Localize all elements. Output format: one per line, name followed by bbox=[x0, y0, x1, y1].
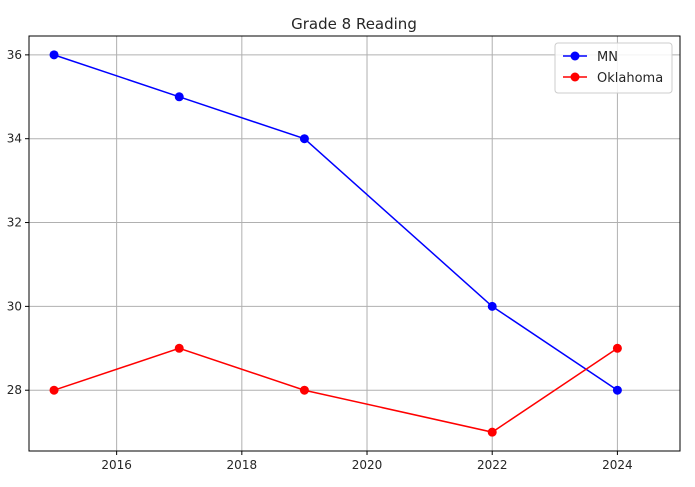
legend-label-0: MN bbox=[597, 50, 618, 65]
data-point-0-3 bbox=[487, 301, 497, 311]
data-point-1-0 bbox=[49, 385, 59, 395]
legend-marker-0 bbox=[570, 51, 580, 61]
x-tick-label: 2022 bbox=[477, 458, 508, 472]
data-point-1-1 bbox=[174, 343, 184, 353]
x-tick-label: 2020 bbox=[352, 458, 383, 472]
plot-frame bbox=[28, 35, 681, 452]
y-tick-label: 34 bbox=[7, 132, 22, 146]
legend-label-1: Oklahoma bbox=[597, 71, 663, 86]
data-point-1-4 bbox=[612, 343, 622, 353]
y-tick-label: 32 bbox=[7, 216, 22, 230]
series-layer bbox=[49, 50, 622, 437]
data-point-0-1 bbox=[174, 92, 184, 102]
legend-marker-1 bbox=[570, 72, 580, 82]
x-tick-label: 2016 bbox=[101, 458, 132, 472]
data-point-1-3 bbox=[487, 427, 497, 437]
y-tick-label: 30 bbox=[7, 299, 22, 313]
x-tick-label: 2018 bbox=[227, 458, 258, 472]
legend: MN Oklahoma bbox=[554, 42, 673, 94]
data-point-0-0 bbox=[49, 50, 59, 60]
data-point-0-4 bbox=[612, 385, 622, 395]
x-tick-label: 2024 bbox=[602, 458, 633, 472]
axes: 2016 2018 2020 2022 2024 28 30 32 34 36 bbox=[7, 48, 633, 472]
data-point-0-2 bbox=[299, 134, 309, 144]
data-point-1-2 bbox=[299, 385, 309, 395]
y-tick-label: 36 bbox=[7, 48, 22, 62]
y-tick-label: 28 bbox=[7, 383, 22, 397]
chart-title: Grade 8 Reading bbox=[291, 15, 417, 33]
